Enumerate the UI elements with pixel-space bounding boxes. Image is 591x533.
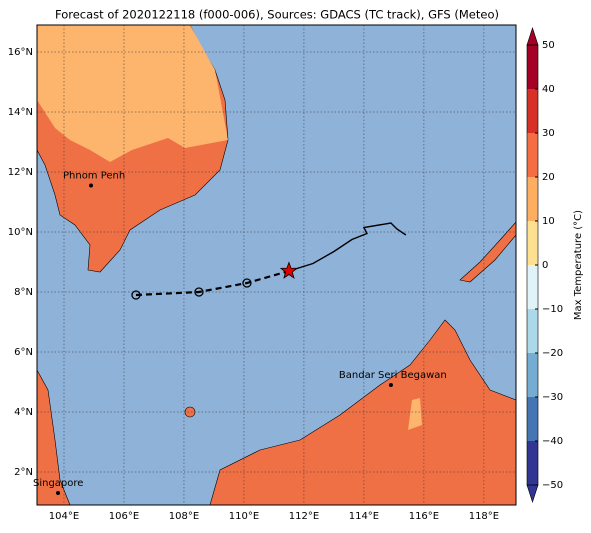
colorbar-extend-bottom [526,484,539,503]
colorbar-tick-label: 30 [542,128,555,139]
colorbar-tick-label: −10 [542,304,563,315]
x-tick-label: 110°E [229,511,259,522]
colorbar-band [527,265,538,309]
y-tick-label: 12°N [8,167,33,178]
place-marker [88,183,93,188]
colorbar-tick-label: 0 [542,260,548,271]
island [184,406,196,418]
track-point [194,287,204,297]
colorbar-tick-label: −50 [542,480,563,491]
current-position [279,261,299,279]
x-tick-label: 114°E [349,511,379,522]
x-tick-label: 106°E [109,511,139,522]
place-label: Bandar Seri Begawan [339,370,447,381]
colorbar-band [527,309,538,353]
colorbar-tick-label: 40 [542,84,555,95]
borneo-highland [408,398,422,430]
y-tick-label: 8°N [14,287,33,298]
colorbar-band [527,133,538,177]
colorbar-band [527,45,538,89]
colorbar-band [527,177,538,221]
place-label: Phnom Penh [63,171,125,182]
y-tick-label: 2°N [14,467,33,478]
colorbar-extend-top [526,27,539,46]
colorbar-band [527,353,538,397]
colorbar-band [527,221,538,265]
land [36,24,517,506]
colorbar-band [527,397,538,441]
map-title: Forecast of 2020122118 (f000-006), Sourc… [55,8,499,22]
x-tick-label: 118°E [469,511,499,522]
forecast-track [135,269,290,297]
past-track [288,222,407,272]
colorbar-band [527,89,538,133]
y-tick-label: 10°N [8,227,33,238]
map-frame [36,24,517,506]
x-tick-label: 108°E [169,511,199,522]
colorbar-tick-label: 50 [542,40,555,51]
place-marker [388,383,393,387]
x-tick-label: 104°E [49,511,79,522]
colorbar-label: Max Temperature (°C) [573,210,584,320]
colorbar-tick-label: 10 [542,216,555,227]
y-tick-label: 16°N [8,47,33,58]
colorbar-tick-label: −40 [542,436,563,447]
colorbar-tick-label: −20 [542,348,563,359]
colorbar-band [527,441,538,485]
track-point [242,278,252,288]
y-tick-label: 14°N [8,107,33,118]
y-tick-label: 6°N [14,347,33,358]
place-marker [55,491,60,495]
colorbar-tick-label: 20 [542,172,555,183]
place-label: Singapore [33,478,83,489]
track-point [131,290,141,300]
borneo [209,319,517,506]
indochina-cooler [37,25,228,162]
x-tick-label: 116°E [409,511,439,522]
y-tick-label: 4°N [14,407,33,418]
x-tick-label: 112°E [289,511,319,522]
colorbar-tick-label: −30 [542,392,563,403]
